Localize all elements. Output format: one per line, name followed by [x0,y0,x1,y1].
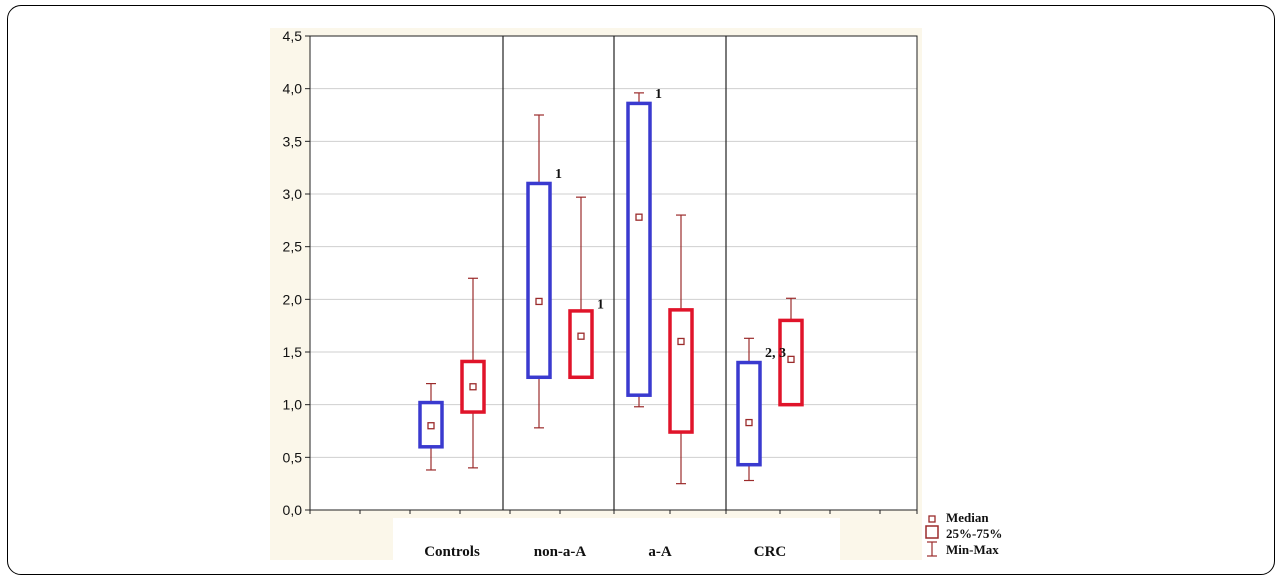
median-marker [535,297,543,306]
y-tick-label: 1,0 [283,397,303,413]
legend-label: 25%-75% [946,526,1002,541]
significance-annotation: 2, 3 [765,346,786,361]
y-tick-label: 2,5 [283,239,303,255]
x-category-label: Controls [424,544,480,560]
median-marker [577,332,585,340]
median-marker [427,422,435,430]
legend-label: Min-Max [946,542,999,557]
iqr-box [668,308,694,434]
median-marker [745,418,753,427]
y-tick-label: 4,0 [283,81,303,97]
legend-median-symbol [928,515,936,523]
y-tick-label: 0,5 [283,449,303,465]
median-marker [469,383,477,391]
y-tick-label: 1,5 [283,344,303,360]
significance-annotation: 1 [655,87,662,102]
y-tick-label: 4,5 [283,28,303,44]
x-label-band [393,518,840,560]
y-tick-label: 3,0 [283,186,303,202]
iqr-box [526,181,552,380]
x-category-label: CRC [754,544,787,560]
legend-box-symbol [925,525,939,539]
x-category-label: a-A [648,544,671,560]
significance-annotation: 1 [597,298,604,313]
y-tick-label: 2,0 [283,291,303,307]
y-tick-label: 3,5 [283,133,303,149]
median-marker [677,337,685,346]
iqr-box [626,101,652,397]
median-marker [787,355,795,364]
iqr-box [568,309,594,380]
iqr-box [736,360,762,467]
median-marker [635,213,643,221]
box-plot-chart: 0,0 0,5 1,0 1,5 2,0 2,5 3,0 3,5 4,0 4,5 Controls no… [270,28,1002,560]
x-category-label: non-a-A [534,544,587,560]
significance-annotation: 1 [555,167,562,182]
y-tick-label: 0,0 [283,502,303,518]
legend-label: Median [946,510,989,525]
